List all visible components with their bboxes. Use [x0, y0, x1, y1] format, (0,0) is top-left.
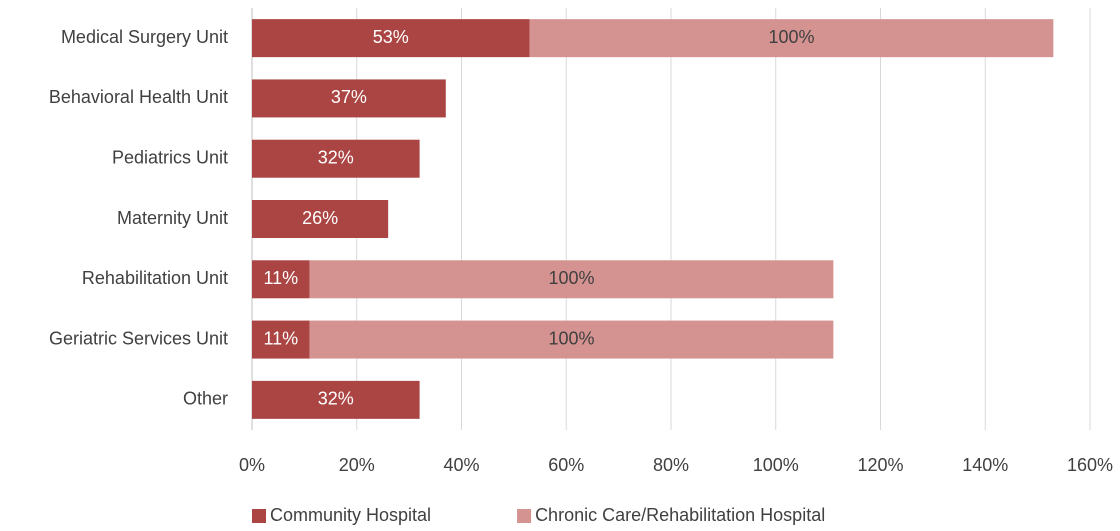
- data-label: 100%: [548, 328, 594, 348]
- y-tick-label: Rehabilitation Unit: [82, 268, 228, 288]
- bar: [252, 380, 420, 419]
- data-label: 26%: [302, 208, 338, 228]
- bar: [252, 139, 420, 178]
- legend-swatch: [517, 509, 532, 523]
- legend-label: Community Hospital: [270, 505, 431, 525]
- x-tick-label: 120%: [857, 455, 903, 475]
- y-tick-label: Behavioral Health Unit: [49, 87, 228, 107]
- x-tick-label: 100%: [753, 455, 799, 475]
- x-tick-label: 20%: [339, 455, 375, 475]
- x-tick-label: 80%: [653, 455, 689, 475]
- data-label: 37%: [331, 87, 367, 107]
- bar: [252, 19, 530, 58]
- legend-label: Chronic Care/Rehabilitation Hospital: [535, 505, 825, 525]
- y-tick-label: Other: [183, 389, 228, 409]
- bar: [252, 260, 310, 299]
- x-tick-label: 40%: [443, 455, 479, 475]
- bar: [309, 320, 834, 359]
- data-label: 11%: [263, 268, 298, 288]
- x-tick-label: 140%: [962, 455, 1008, 475]
- y-tick-label: Medical Surgery Unit: [61, 27, 228, 47]
- data-label: 53%: [373, 27, 409, 47]
- data-label: 100%: [768, 27, 814, 47]
- legend-swatch: [252, 509, 266, 523]
- bar: [309, 260, 834, 299]
- bar: [252, 79, 446, 118]
- y-tick-label: Maternity Unit: [117, 208, 228, 228]
- data-label: 32%: [318, 389, 354, 409]
- data-label: 100%: [548, 268, 594, 288]
- x-tick-label: 160%: [1067, 455, 1113, 475]
- data-label: 32%: [318, 147, 354, 167]
- y-tick-label: Pediatrics Unit: [112, 147, 228, 167]
- bar: [252, 320, 310, 359]
- bar: [529, 19, 1054, 58]
- x-tick-label: 60%: [548, 455, 584, 475]
- x-tick-label: 0%: [239, 455, 265, 475]
- bar: [252, 200, 389, 238]
- y-tick-label: Geriatric Services Unit: [49, 328, 228, 348]
- data-label: 11%: [263, 328, 298, 348]
